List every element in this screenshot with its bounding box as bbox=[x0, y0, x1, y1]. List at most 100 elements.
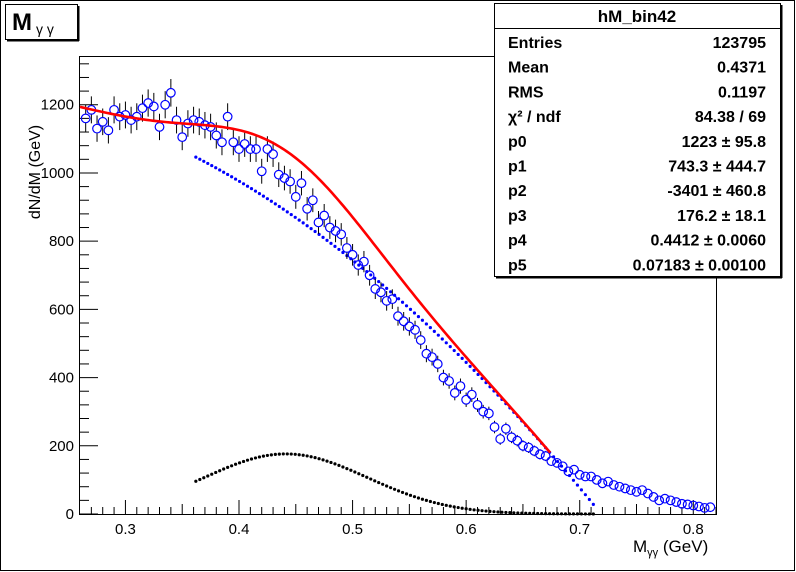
x-tick-label: 0.4 bbox=[229, 521, 250, 538]
background-dot bbox=[381, 283, 385, 287]
peak-dot bbox=[289, 452, 293, 456]
background-dot bbox=[214, 166, 218, 170]
data-point bbox=[421, 348, 432, 359]
background-dot bbox=[444, 341, 448, 345]
peak-dot bbox=[273, 452, 277, 456]
peak-dot bbox=[524, 511, 528, 515]
peak-dot bbox=[555, 512, 560, 516]
data-point bbox=[705, 502, 716, 513]
peak-dot bbox=[571, 512, 576, 516]
x-tick-label: 0.3 bbox=[115, 521, 136, 538]
data-point bbox=[608, 480, 619, 490]
peak-dot bbox=[452, 505, 456, 509]
chart-marks bbox=[79, 79, 716, 516]
peak-dot bbox=[432, 500, 436, 505]
peak-dot bbox=[337, 463, 341, 467]
background-dot bbox=[476, 372, 480, 377]
peak-dot bbox=[567, 512, 572, 516]
background-dot bbox=[329, 241, 333, 245]
peak-dot bbox=[472, 508, 476, 512]
peak-dot bbox=[373, 479, 377, 483]
peak-dot bbox=[233, 462, 238, 466]
data-point bbox=[393, 311, 403, 322]
peak-dot bbox=[261, 454, 266, 458]
data-point bbox=[160, 99, 171, 110]
peak-dot bbox=[559, 512, 564, 516]
peak-dot bbox=[528, 511, 532, 515]
peak-dot bbox=[281, 452, 285, 456]
data-point bbox=[148, 101, 159, 112]
fit-line bbox=[79, 105, 552, 454]
peak-dot bbox=[488, 509, 492, 513]
data-point bbox=[211, 130, 222, 141]
stats-row-label: Mean bbox=[508, 60, 549, 77]
data-point bbox=[217, 137, 227, 148]
data-point bbox=[364, 270, 375, 281]
data-point bbox=[92, 123, 102, 134]
peak-dot bbox=[436, 501, 440, 506]
data-point bbox=[620, 483, 631, 494]
peak-dot bbox=[532, 511, 536, 516]
peak-dot bbox=[325, 459, 329, 463]
peak-dot bbox=[277, 452, 281, 456]
background-dot bbox=[579, 488, 584, 492]
data-point bbox=[336, 229, 347, 240]
background-dot bbox=[420, 318, 425, 322]
peak-dot bbox=[504, 510, 508, 515]
data-point bbox=[512, 435, 523, 446]
peak-dot bbox=[444, 503, 448, 507]
data-point bbox=[381, 295, 392, 306]
peak-dot bbox=[237, 461, 242, 465]
stats-row-label: χ² / ndf bbox=[508, 109, 561, 126]
data-point bbox=[625, 485, 636, 496]
peak-dot bbox=[198, 477, 202, 482]
data-point bbox=[688, 500, 699, 511]
y-tick-label: 200 bbox=[49, 438, 74, 455]
x-tick-label: 0.8 bbox=[683, 521, 704, 538]
background-dot bbox=[452, 348, 456, 353]
data-point bbox=[466, 389, 477, 400]
peak-dot bbox=[424, 498, 428, 502]
peak-dot bbox=[404, 492, 409, 496]
title-sub: γ γ bbox=[36, 21, 54, 37]
data-point bbox=[245, 144, 256, 154]
background-dot bbox=[261, 194, 266, 198]
data-point bbox=[574, 469, 585, 480]
peak-dot bbox=[377, 480, 381, 485]
data-point bbox=[648, 492, 659, 502]
peak-dot bbox=[476, 508, 480, 512]
background-dot bbox=[412, 311, 417, 315]
peak-dot bbox=[540, 511, 544, 516]
peak-dot bbox=[551, 512, 556, 516]
stats-row-label: Entries bbox=[508, 35, 562, 52]
background-dot bbox=[202, 159, 206, 163]
background-dot bbox=[400, 300, 405, 304]
background-dot bbox=[206, 161, 210, 166]
data-point bbox=[540, 451, 551, 461]
data-point bbox=[682, 499, 693, 510]
background-dot bbox=[230, 175, 234, 179]
stats-row-value: 0.4371 bbox=[717, 60, 766, 77]
stats-row-value: 176.2 ± 18.1 bbox=[677, 208, 766, 225]
x-axis-label: Mγγ (GeV) bbox=[633, 537, 708, 559]
peak-dot bbox=[206, 474, 210, 478]
data-point bbox=[256, 166, 267, 177]
peak-dot bbox=[389, 486, 393, 490]
peak-dot bbox=[222, 467, 226, 471]
peak-dot bbox=[381, 482, 385, 486]
data-point bbox=[597, 478, 608, 489]
background-dot bbox=[281, 207, 285, 211]
data-point bbox=[279, 173, 290, 183]
data-point bbox=[97, 116, 108, 127]
background-dot bbox=[424, 322, 428, 326]
background-dot bbox=[269, 199, 273, 203]
peak-dot bbox=[563, 512, 568, 516]
peak-dot bbox=[317, 457, 321, 461]
data-point bbox=[659, 493, 670, 504]
background-dot bbox=[253, 189, 258, 193]
background-dot bbox=[273, 202, 277, 206]
data-point bbox=[518, 440, 528, 451]
data-point bbox=[126, 115, 137, 125]
peak-dot bbox=[548, 512, 552, 516]
data-point bbox=[177, 132, 188, 143]
